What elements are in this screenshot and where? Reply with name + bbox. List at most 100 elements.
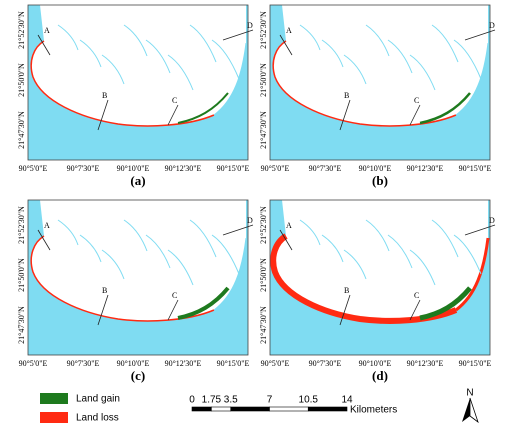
channel [321, 234, 344, 263]
lon-label: 90°5'0"E [19, 359, 48, 368]
coast [213, 42, 247, 116]
transect [97, 99, 109, 131]
land [273, 5, 488, 126]
channel [57, 219, 79, 246]
transect [409, 299, 421, 321]
scale-tick: 0 [189, 395, 195, 406]
panel-label: (a) [130, 173, 145, 188]
transect-label: B [102, 91, 107, 100]
transect [279, 34, 293, 56]
channel [387, 39, 413, 74]
land [31, 5, 247, 126]
legend-swatch [40, 412, 68, 423]
channel [101, 54, 125, 85]
lat-label: 21°52'30"N [259, 206, 268, 244]
north-arrow [462, 398, 470, 422]
transect-label: A [44, 26, 50, 35]
lon-label: 90°5'0"E [261, 359, 290, 368]
transect-label: C [414, 96, 419, 105]
map-frame [27, 199, 249, 356]
channel [343, 54, 367, 85]
scale-tick: 1.75 [202, 395, 222, 406]
lon-label: 90°10'0"E [359, 359, 392, 368]
transect-label: D [489, 21, 495, 30]
land-gain-coast [177, 92, 229, 124]
land-gain-coast [177, 286, 230, 320]
channel [431, 219, 459, 258]
lon-label: 90°5'0"E [19, 164, 48, 173]
scale-segment [191, 406, 212, 412]
lat-label: 21°47'30"N [259, 306, 268, 344]
transect [97, 294, 109, 326]
legend-label: Land gain [76, 394, 120, 405]
transect [464, 29, 496, 41]
transect-label: C [172, 96, 177, 105]
lon-label: 90°7'30"E [309, 359, 342, 368]
transect-label: D [247, 21, 253, 30]
channel [387, 234, 413, 269]
legend-swatch [40, 393, 68, 404]
channel [365, 24, 390, 57]
channel [211, 39, 240, 80]
transect-label: C [414, 291, 419, 300]
lon-label: 90°15'0"E [459, 164, 492, 173]
lon-label: 90°10'0"E [117, 359, 150, 368]
transect-label: A [286, 26, 292, 35]
north-arrow [469, 397, 479, 424]
transect [222, 29, 254, 41]
channel [189, 24, 217, 63]
channel [431, 24, 459, 63]
transect [167, 104, 179, 126]
channel [167, 249, 194, 286]
channel [321, 39, 344, 68]
transect-label: B [102, 286, 107, 295]
panel-label: (c) [131, 368, 145, 383]
scale-segment [269, 406, 309, 412]
channel [57, 24, 79, 51]
north-label: N [466, 388, 473, 399]
panel-label: (b) [372, 173, 388, 188]
channel [145, 234, 171, 269]
lat-label: 21°52'30"N [17, 11, 26, 49]
channel [211, 234, 240, 275]
scale-tick: 3.5 [224, 395, 238, 406]
channel [409, 249, 436, 286]
transect-label: A [44, 221, 50, 230]
channel [79, 234, 102, 263]
map-frame [27, 4, 249, 161]
map-panel: A B C D 90°5'0"E 90°7'30"E 90°10'0"E 90°12'30"E… [17, 4, 254, 188]
channel [453, 234, 482, 275]
map-panel: A B C D 90°5'0"E 90°7'30"E 90°10'0"E 90°12'30"E… [259, 4, 496, 188]
lat-label: 21°52'30"N [259, 11, 268, 49]
channel [101, 249, 125, 280]
channel [189, 219, 217, 258]
lon-label: 90°7'30"E [309, 164, 342, 173]
lat-label: 21°47'30"N [17, 306, 26, 344]
channel [299, 24, 321, 51]
transect-label: B [344, 286, 349, 295]
transect [464, 224, 496, 236]
lat-label: 21°50'0"N [259, 258, 268, 292]
land-loss-coast [30, 40, 215, 127]
lat-label: 21°47'30"N [259, 111, 268, 149]
transect [167, 299, 179, 321]
land-loss-coast [30, 235, 215, 322]
lon-label: 90°12'30"E [407, 164, 444, 173]
map-panel: A B C D 90°5'0"E 90°7'30"E 90°10'0"E 90°12'30"E… [259, 199, 496, 383]
channel [145, 39, 171, 74]
scale-tick: 14 [341, 395, 353, 406]
lon-label: 90°12'30"E [165, 164, 202, 173]
channel [343, 249, 367, 280]
land [31, 200, 247, 321]
lon-label: 90°5'0"E [261, 164, 290, 173]
coast [455, 237, 490, 312]
channel [299, 219, 321, 246]
map-frame [269, 199, 491, 356]
map-frame [269, 4, 491, 161]
transect [339, 99, 351, 131]
lat-label: 21°50'0"N [17, 63, 26, 97]
lat-label: 21°47'30"N [17, 111, 26, 149]
scale-segment [230, 406, 270, 412]
map-panel: A B C D 90°5'0"E 90°7'30"E 90°10'0"E 90°12'30"E… [17, 199, 254, 383]
